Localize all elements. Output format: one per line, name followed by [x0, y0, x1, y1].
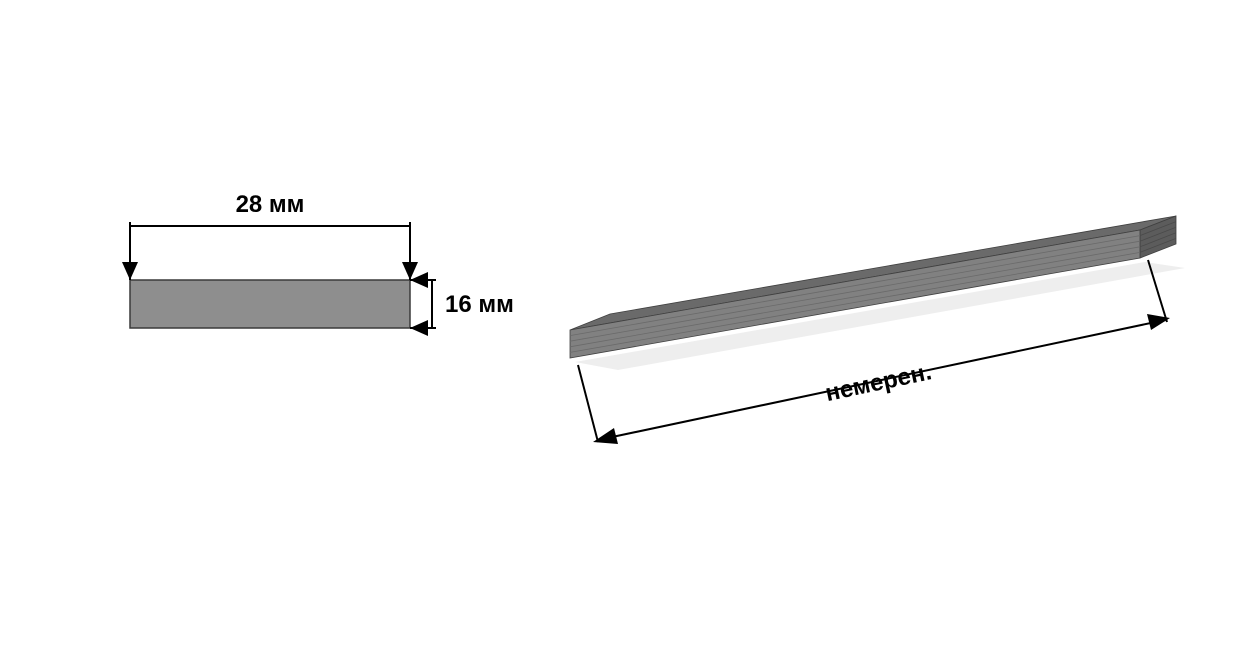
width-label: 28 мм [236, 191, 305, 218]
height-label: 16 мм [445, 291, 514, 318]
height-dimension: 16 мм [410, 272, 514, 336]
diagram-svg: 28 мм 16 мм [0, 0, 1240, 660]
cross-section-rect [130, 280, 410, 328]
length-label: немерен. [823, 358, 934, 407]
technical-diagram: 28 мм 16 мм [0, 0, 1240, 660]
width-dimension: 28 мм [122, 191, 418, 280]
